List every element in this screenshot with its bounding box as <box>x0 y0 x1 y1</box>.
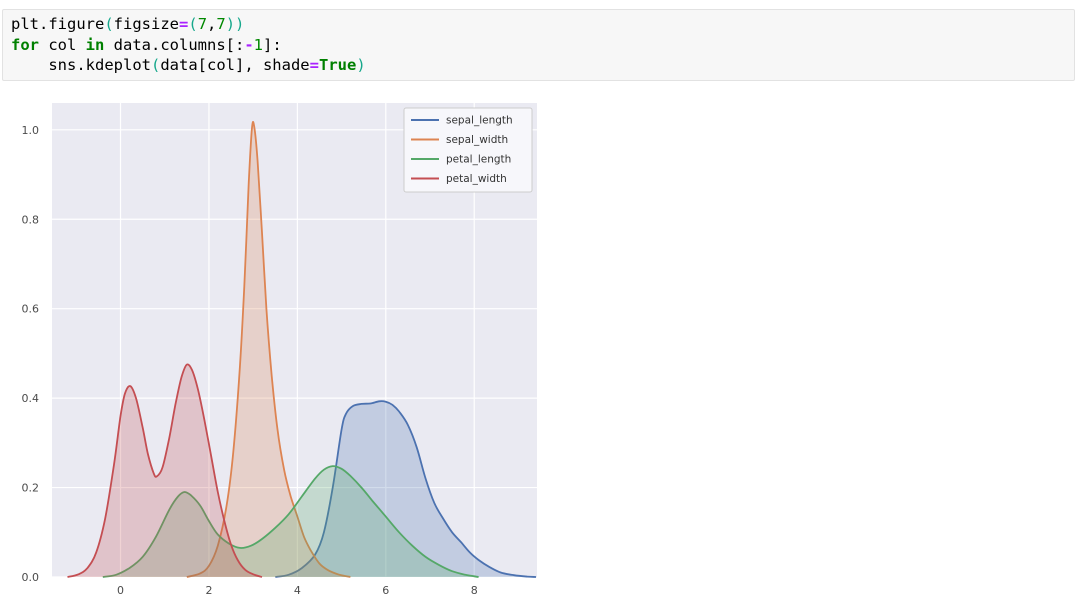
code-editor[interactable]: plt.figure(figsize=(7,7)) for col in data… <box>11 14 1066 76</box>
x-tick-label: 4 <box>294 584 301 597</box>
code-token: True <box>318 56 357 74</box>
x-tick-label: 6 <box>382 584 389 597</box>
kde-line-sepal_length <box>275 400 537 578</box>
y-tick-label: 0.8 <box>22 213 40 226</box>
legend-label-petal_length: petal_length <box>446 154 511 166</box>
y-tick-label: 0.0 <box>22 571 40 584</box>
code-token: figsize <box>113 15 179 33</box>
legend-label-sepal_length: sepal_length <box>446 115 513 127</box>
code-token: for <box>11 35 39 54</box>
kde-line-sepal_width <box>186 121 351 578</box>
x-tick-label: 8 <box>471 584 478 597</box>
code-cell[interactable]: plt.figure(figsize=(7,7)) for col in data… <box>2 9 1075 81</box>
y-tick-label: 1.0 <box>22 124 40 137</box>
code-line[interactable]: plt.figure(figsize=(7,7)) <box>11 14 1066 35</box>
legend-box <box>403 107 533 193</box>
x-tick-label: 2 <box>205 584 212 597</box>
kde-plot-figure: 0.0 0.2 0.4 0.6 0.8 1.0 0 2 4 6 8 sepal_length sepal… <box>0 95 565 607</box>
code-token: in <box>85 35 105 54</box>
code-token: data[col], shade <box>160 56 310 74</box>
code-token: col <box>39 35 86 54</box>
y-tick-label: 0.2 <box>22 482 40 495</box>
code-token: )) <box>225 15 245 33</box>
code-token: - <box>244 35 254 54</box>
y-tick-label: 0.4 <box>22 392 40 405</box>
code-token: 7 <box>197 15 208 33</box>
code-token: ]: <box>263 35 282 54</box>
code-token: = <box>179 15 189 33</box>
code-token: plt.figure <box>11 15 105 33</box>
code-line[interactable]: for col in data.columns[:-1]: <box>11 35 1066 56</box>
kde-line-petal_width <box>67 363 263 578</box>
code-token: 7 <box>216 15 226 33</box>
code-token: data.columns[: <box>104 35 245 54</box>
kde-area-sepal_length <box>275 401 537 577</box>
code-line[interactable]: sns.kdeplot(data[col], shade=True) <box>11 55 1066 76</box>
y-tick-label: 0.6 <box>22 303 40 316</box>
legend: sepal_length sepal_width petal_lengthpetal… <box>403 107 533 193</box>
code-token: ) <box>356 56 366 74</box>
code-token: , <box>207 15 217 33</box>
code-token: ( <box>104 15 114 33</box>
legend-label-petal_width: petal_width <box>446 173 507 185</box>
kde-line-petal_length <box>102 465 479 578</box>
x-tick-label: 0 <box>117 584 124 597</box>
code-token: ( <box>188 15 198 33</box>
legend-label-sepal_width: sepal_width <box>446 134 508 146</box>
code-token: 1 <box>253 35 264 54</box>
kde-area-petal_width <box>67 364 262 577</box>
code-token: = <box>309 56 319 74</box>
kde-chart: 0.00.20.40.60.81.00 2 4 6 8sepal_lengthsepal… <box>22 103 537 597</box>
code-token: ( <box>150 56 161 74</box>
kde-area-petal_length <box>102 466 479 577</box>
code-token: sns.kdeplot <box>11 56 151 74</box>
